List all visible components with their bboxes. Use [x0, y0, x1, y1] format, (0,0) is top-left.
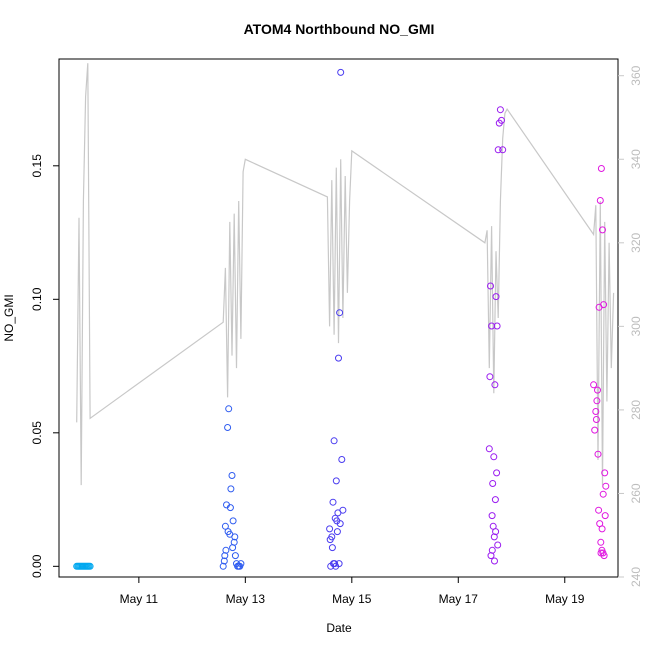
- data-point: [227, 485, 235, 493]
- data-point: [334, 509, 342, 517]
- data-point: [337, 68, 345, 76]
- data-point: [492, 528, 500, 536]
- data-point: [332, 477, 340, 485]
- data-point: [231, 533, 239, 541]
- data-point: [601, 469, 609, 477]
- data-point: [597, 165, 605, 172]
- data-point: [493, 322, 501, 330]
- data-point: [222, 546, 230, 554]
- y-tick-label: 0.00: [30, 554, 44, 578]
- data-point: [225, 405, 233, 413]
- secondary-series-line-layer: [76, 63, 615, 486]
- data-point: [491, 381, 499, 389]
- secondary-y-tick-label: 300: [629, 316, 643, 336]
- data-point: [491, 496, 499, 504]
- data-point: [601, 512, 609, 520]
- data-point: [596, 197, 604, 204]
- data-point: [602, 482, 610, 490]
- data-point: [496, 106, 504, 114]
- data-point: [494, 146, 502, 154]
- x-tick-label: May 13: [226, 592, 266, 606]
- secondary-y-tick-label: 260: [629, 483, 643, 503]
- data-point: [592, 408, 600, 415]
- data-point: [219, 562, 227, 570]
- chart-title: ATOM4 Northbound NO_GMI: [244, 21, 435, 37]
- data-point: [490, 453, 498, 461]
- data-point: [493, 469, 501, 477]
- data-point: [487, 282, 494, 290]
- data-point: [599, 226, 606, 234]
- data-point: [499, 146, 507, 154]
- x-tick-label: May 17: [439, 592, 479, 606]
- data-point: [488, 546, 496, 554]
- x-axis: May 11 May 13 May 15 May 17 May 19: [120, 577, 585, 606]
- data-point: [333, 528, 341, 536]
- data-point: [326, 536, 334, 544]
- data-point: [485, 445, 493, 453]
- data-point: [86, 562, 94, 570]
- data-point: [229, 517, 237, 525]
- secondary-y-tick-label: 360: [629, 65, 643, 85]
- data-point: [592, 416, 600, 423]
- data-point: [599, 490, 607, 498]
- data-point: [595, 506, 603, 514]
- data-point: [494, 541, 502, 549]
- data-point: [594, 386, 601, 394]
- data-point: [224, 424, 232, 431]
- data-point: [597, 538, 605, 546]
- data-point: [336, 520, 344, 528]
- data-point: [498, 116, 505, 124]
- data-point: [335, 354, 342, 362]
- data-point: [338, 456, 346, 463]
- data-point: [489, 480, 497, 487]
- data-point: [486, 373, 494, 381]
- x-tick-label: May 15: [332, 592, 372, 606]
- data-point: [229, 544, 237, 552]
- data-point: [488, 512, 496, 520]
- secondary-y-tick-label: 240: [629, 567, 643, 587]
- data-point: [600, 301, 608, 309]
- data-point: [228, 472, 236, 479]
- x-tick-label: May 11: [120, 592, 159, 606]
- data-point: [598, 525, 606, 533]
- data-point: [220, 557, 228, 565]
- data-point: [591, 426, 599, 434]
- secondary-series-line: [76, 63, 615, 486]
- secondary-y-tick-label: 320: [629, 232, 643, 252]
- data-point: [328, 544, 336, 552]
- y-tick-label: 0.15: [30, 154, 44, 178]
- data-point: [226, 504, 234, 512]
- x-tick-label: May 19: [545, 592, 585, 606]
- data-point: [590, 381, 598, 389]
- data-point: [221, 552, 229, 560]
- y-axis-label: NO_GMI: [2, 294, 16, 341]
- data-point: [231, 552, 239, 560]
- data-point: [329, 498, 337, 506]
- secondary-y-axis: 240 260 280 300 320 340 360: [618, 65, 643, 587]
- data-point: [594, 450, 602, 458]
- y-axis: 0.00 0.05 0.10 0.15: [30, 154, 59, 578]
- y-tick-label: 0.10: [30, 287, 44, 311]
- data-point: [221, 522, 229, 530]
- x-axis-label: Date: [326, 621, 352, 635]
- plot-frame: [58, 58, 619, 578]
- secondary-y-tick-label: 280: [629, 400, 643, 420]
- data-point: [336, 309, 344, 317]
- data-point: [326, 525, 334, 533]
- data-point: [330, 437, 338, 445]
- data-points-layer: [73, 68, 610, 570]
- y-tick-label: 0.05: [30, 421, 44, 445]
- data-point: [597, 549, 605, 557]
- secondary-y-tick-label: 340: [629, 149, 643, 169]
- data-point: [593, 397, 601, 405]
- data-point: [237, 560, 245, 568]
- data-point: [491, 557, 498, 565]
- data-point: [492, 293, 500, 301]
- data-point: [224, 528, 232, 536]
- data-point: [335, 560, 343, 568]
